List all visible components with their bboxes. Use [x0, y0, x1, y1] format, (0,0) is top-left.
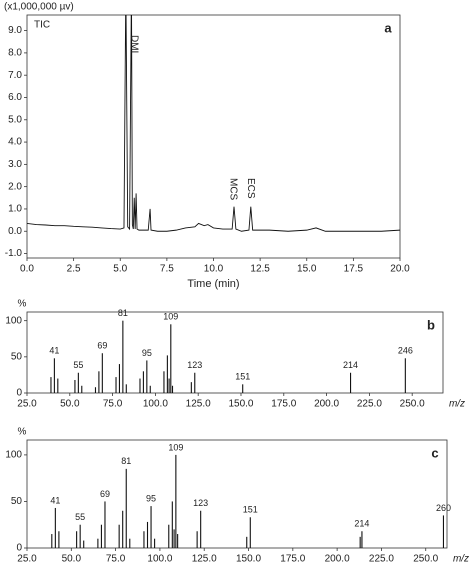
- y-tick-label: 0: [16, 388, 22, 399]
- x-tick-label: 100.0: [147, 554, 172, 565]
- y-axis-label: (x1,000,000 µv): [4, 2, 74, 13]
- y-tick-label: 100: [5, 315, 22, 326]
- x-tick-label: 150.0: [228, 399, 253, 410]
- peak-label: 41: [49, 346, 59, 356]
- peak-label: ECS: [245, 178, 256, 199]
- x-tick-label: 75.0: [103, 399, 123, 410]
- x-tick-label: 200.0: [325, 554, 350, 565]
- y-tick-label: 50: [11, 496, 23, 507]
- y-tick-label: 9.0: [8, 25, 22, 36]
- y-tick-label: 7.0: [8, 70, 22, 81]
- y-tick-label: -1.0: [5, 248, 23, 259]
- y-tick-label: 8.0: [8, 48, 22, 59]
- x-tick-label: 20.0: [390, 264, 410, 275]
- peak-label: 109: [168, 442, 183, 452]
- y-tick-label: 3.0: [8, 159, 22, 170]
- trace-label: TIC: [34, 20, 50, 31]
- x-tick-label: 100.0: [143, 399, 168, 410]
- x-tick-label: 17.5: [344, 264, 364, 275]
- x-tick-label: 250.0: [400, 399, 425, 410]
- y-tick-label: 2.0: [8, 181, 22, 192]
- x-tick-label: 175.0: [271, 399, 296, 410]
- x-tick-label: 10.0: [204, 264, 224, 275]
- peak-label: 95: [142, 348, 152, 358]
- x-tick-label: 0.0: [20, 264, 34, 275]
- peak-label: 81: [118, 308, 128, 318]
- x-tick-label: 200.0: [314, 399, 339, 410]
- x-tick-label: 12.5: [250, 264, 270, 275]
- x-tick-label: 250.0: [413, 554, 438, 565]
- peak-label: 123: [193, 498, 208, 508]
- panel-label: a: [384, 20, 392, 35]
- y-tick-label: 50: [11, 351, 23, 362]
- x-tick-label: 25.0: [17, 399, 37, 410]
- x-tick-label: 15.0: [297, 264, 317, 275]
- peak-label: 55: [73, 360, 83, 370]
- peak-label: 151: [243, 505, 258, 515]
- plot-frame: [26, 311, 444, 394]
- x-tick-label: 150.0: [236, 554, 261, 565]
- x-tick-label: 25.0: [17, 554, 37, 565]
- x-axis-label: m/z: [449, 399, 465, 410]
- peak-label: 260: [436, 503, 451, 513]
- peak-label: 55: [75, 512, 85, 522]
- y-tick-label: 0: [16, 543, 22, 554]
- peak-label: 81: [121, 456, 131, 466]
- y-tick-label: 100: [5, 450, 22, 461]
- panel-label: b: [427, 317, 435, 332]
- x-tick-label: 2.5: [67, 264, 81, 275]
- y-tick-label: 5.0: [8, 114, 22, 125]
- peak-label: MCS: [227, 178, 238, 201]
- peak-label: 109: [163, 312, 178, 322]
- peak-label: 95: [146, 493, 156, 503]
- peak-label: 214: [354, 519, 369, 529]
- peak-label: 123: [187, 360, 202, 370]
- peak-label: 214: [343, 360, 358, 370]
- x-tick-label: 125.0: [186, 399, 211, 410]
- peak-label: 151: [235, 372, 250, 382]
- x-tick-label: 225.0: [369, 554, 394, 565]
- peak-label: 41: [50, 495, 60, 505]
- x-tick-label: 125.0: [192, 554, 217, 565]
- y-tick-label: 1.0: [8, 204, 22, 215]
- x-axis-label: Time (min): [187, 278, 239, 290]
- plot-frame: [26, 439, 448, 549]
- x-tick-label: 5.0: [113, 264, 127, 275]
- y-tick-label: 0.0: [8, 226, 22, 237]
- y-tick-label: 6.0: [8, 92, 22, 103]
- y-tick-label: 4.0: [8, 137, 22, 148]
- x-tick-label: 225.0: [357, 399, 382, 410]
- chromatogram-line: [27, 15, 400, 232]
- peak-label: 69: [100, 489, 110, 499]
- x-tick-label: 50.0: [62, 554, 82, 565]
- y-axis-label: %: [18, 427, 27, 438]
- peak-label: 69: [97, 341, 107, 351]
- y-axis-label: %: [18, 299, 27, 310]
- plot-frame: [26, 14, 401, 259]
- x-tick-label: 75.0: [106, 554, 126, 565]
- panel-label: c: [431, 445, 438, 460]
- peak-label: 246: [398, 346, 413, 356]
- x-axis-label: m/z: [453, 554, 469, 565]
- x-tick-label: 7.5: [160, 264, 174, 275]
- x-tick-label: 50.0: [60, 399, 80, 410]
- x-tick-label: 175.0: [280, 554, 305, 565]
- peak-label: DMI: [129, 35, 140, 53]
